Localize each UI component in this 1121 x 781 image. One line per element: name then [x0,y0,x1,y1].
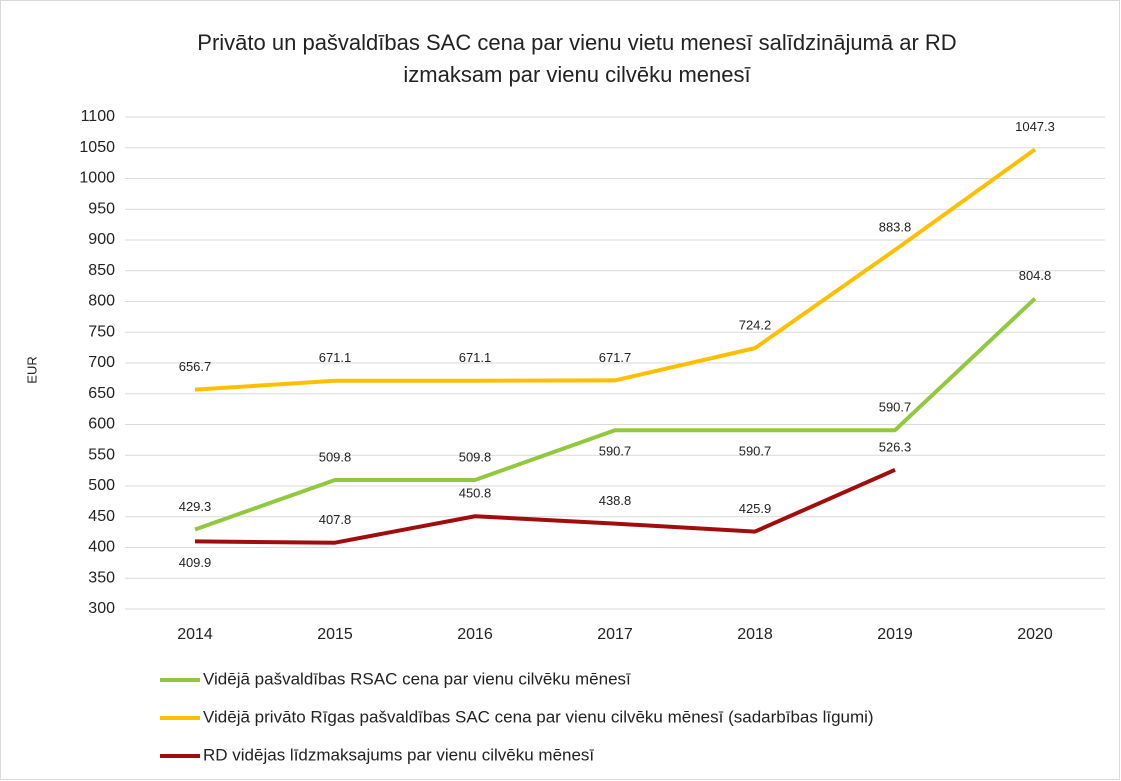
y-tick-label: 900 [88,231,115,248]
data-label: 425.9 [739,501,772,516]
y-tick-label: 650 [88,385,115,402]
chart-title: izmaksam par vienu cilvēku menesī [403,62,751,87]
series-line [194,147,1037,392]
y-axis-label: EUR [24,356,39,383]
data-label: 429.3 [179,499,212,514]
data-label: 671.7 [599,350,632,365]
data-label: 656.7 [179,359,212,374]
x-tick-label: 2015 [317,626,353,643]
x-tick-label: 2016 [457,626,493,643]
x-tick-label: 2018 [737,626,773,643]
data-label: 590.7 [599,444,632,459]
x-tick-label: 2014 [177,626,213,643]
y-tick-label: 1050 [79,139,115,156]
y-tick-label: 850 [88,262,115,279]
data-label: 450.8 [459,486,492,501]
y-tick-label: 700 [88,354,115,371]
x-tick-label: 2017 [597,626,633,643]
legend-label: Vidējā pašvaldības RSAC cena par vienu c… [203,669,631,688]
y-tick-label: 500 [88,477,115,494]
data-label: 1047.3 [1015,119,1055,134]
y-tick-label: 450 [88,508,115,525]
y-tick-label: 300 [88,600,115,617]
data-label: 407.8 [319,512,352,527]
data-label: 509.8 [459,449,492,464]
y-tick-label: 1100 [81,108,116,125]
data-label: 724.2 [739,318,772,333]
y-tick-label: 950 [88,200,115,217]
data-label: 409.9 [179,555,212,570]
series-line [194,297,1037,532]
y-tick-label: 800 [88,293,115,310]
y-tick-label: 750 [88,323,115,340]
data-label: 671.1 [319,350,352,365]
data-label: 590.7 [739,444,772,459]
y-tick-label: 350 [88,569,115,586]
y-tick-label: 600 [88,416,115,433]
data-label: 590.7 [879,400,912,415]
data-label: 509.8 [319,449,352,464]
data-label: 804.8 [1019,268,1052,283]
legend-label: Vidējā privāto Rīgas pašvaldības SAC cen… [203,707,874,726]
data-label: 671.1 [459,350,492,365]
chart-title: Privāto un pašvaldības SAC cena par vien… [197,30,956,55]
legend-label: RD vidējas līdzmaksajums par vienu cilvē… [203,745,594,764]
x-tick-label: 2020 [1017,626,1053,643]
data-label: 438.8 [599,493,632,508]
y-tick-label: 400 [88,539,115,556]
data-label: 526.3 [879,439,912,454]
y-tick-label: 1000 [79,170,115,187]
x-tick-label: 2019 [877,626,913,643]
series-line [194,467,896,545]
data-label: 883.8 [879,219,912,234]
y-tick-label: 550 [88,446,115,463]
